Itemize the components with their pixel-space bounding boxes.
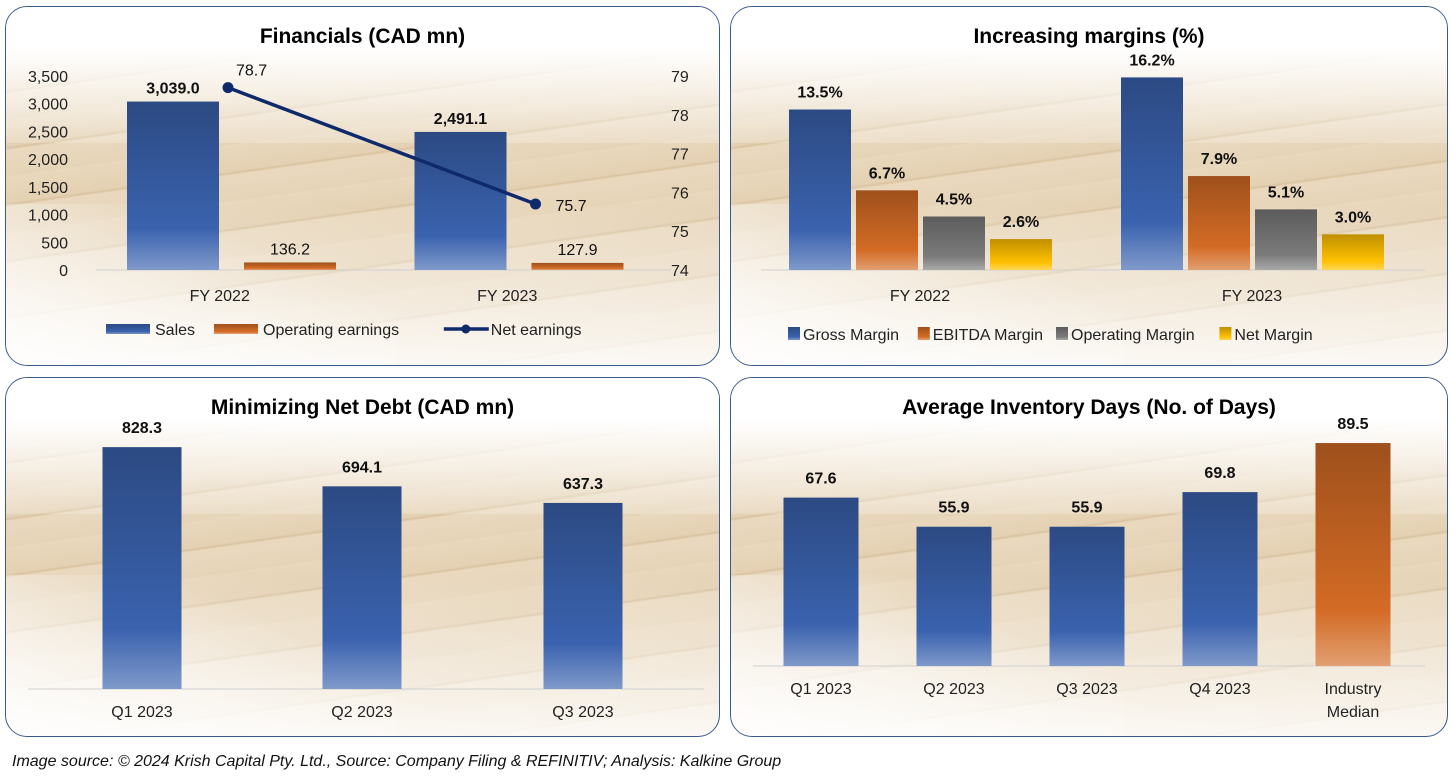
net-earnings-line <box>227 86 537 206</box>
y-left-tick-label: 3,000 <box>28 97 68 114</box>
data-label: 89.5 <box>1337 416 1368 433</box>
data-label: 55.9 <box>1071 500 1102 517</box>
net-debt-chart: 828.3 Q1 2023 694.1 Q2 2023 637.3 Q3 2023 <box>28 420 704 721</box>
legend-label: Sales <box>155 322 195 339</box>
y-left-tick-label: 2,000 <box>28 152 68 169</box>
bar-ebitda-margin <box>856 190 918 270</box>
chart-title: Average Inventory Days (No. of Days) <box>902 396 1276 419</box>
financials-chart: 0 500 1,000 1,500 2,000 2,500 3,000 3,500 74 75 76… <box>28 63 689 339</box>
x-tick-label: Industry <box>1325 681 1382 698</box>
bar-net-margin <box>990 239 1052 270</box>
data-label: 7.9% <box>1201 151 1237 168</box>
data-label: 55.9 <box>938 500 969 517</box>
bar-sales <box>127 101 219 270</box>
inventory-days-panel: Average Inventory Days (No. of Days) 67.… <box>730 377 1448 737</box>
y-right-tick-label: 76 <box>671 185 689 202</box>
data-label: 2,491.1 <box>434 111 487 128</box>
y-left-tick-label: 500 <box>41 235 68 252</box>
chart-title: Financials (CAD mn) <box>259 25 466 48</box>
bar-gross-margin <box>1121 77 1183 271</box>
bar <box>1049 526 1125 666</box>
data-label: 67.6 <box>805 471 836 488</box>
data-label: 4.5% <box>936 192 972 209</box>
data-label: 3,039.0 <box>146 81 199 98</box>
data-label: 127.9 <box>557 242 597 259</box>
y-left-tick-label: 2,500 <box>28 124 68 141</box>
bar <box>322 486 402 689</box>
y-left-tick-label: 1,500 <box>28 180 68 197</box>
x-tick-label: Q3 2023 <box>552 704 613 721</box>
data-label: 16.2% <box>1129 52 1174 69</box>
x-tick-label: FY 2023 <box>1222 288 1282 305</box>
y-left-tick-label: 0 <box>59 263 68 280</box>
bar <box>783 497 859 666</box>
data-label: 78.7 <box>236 63 267 80</box>
x-tick-label: Q4 2023 <box>1189 681 1250 698</box>
legend-swatch <box>214 324 258 334</box>
legend-label: Gross Margin <box>803 327 899 344</box>
data-label: 637.3 <box>563 476 603 493</box>
legend-marker <box>461 324 471 334</box>
bar <box>916 526 992 666</box>
source-footnote: Image source: © 2024 Krish Capital Pty. … <box>12 753 782 770</box>
net-earnings-marker <box>530 198 541 210</box>
net-debt-panel: Minimizing Net Debt (CAD mn) 828.3 Q1 202… <box>5 377 720 737</box>
data-label: 3.0% <box>1335 209 1371 226</box>
bar-operating-margin <box>923 216 985 270</box>
margins-chart: 13.5% 6.7% 4.5% 2.6% FY 2022 16.2% 7.9% 5.1% 3.0… <box>761 52 1425 344</box>
margins-panel: Increasing margins (%) 13.5% 6.7% 4.5% 2.6%… <box>730 6 1448 366</box>
x-tick-label: FY 2022 <box>190 288 250 305</box>
chart-title: Minimizing Net Debt (CAD mn) <box>210 396 515 419</box>
data-label: 2.6% <box>1003 214 1039 231</box>
bar-ebitda-margin <box>1188 176 1250 270</box>
inventory-days-chart: 67.6 Q1 2023 55.9 Q2 2023 55.9 Q3 2023 69.8 Q4 … <box>753 416 1425 721</box>
data-label: 69.8 <box>1204 465 1235 482</box>
data-label: 694.1 <box>342 459 382 476</box>
bar-net-margin <box>1322 234 1384 270</box>
data-label: 6.7% <box>869 165 905 182</box>
data-label: 5.1% <box>1268 184 1304 201</box>
legend-label: Net Margin <box>1234 327 1312 344</box>
x-tick-label: Q1 2023 <box>111 704 172 721</box>
data-label: 828.3 <box>122 420 162 437</box>
bar-gross-margin <box>789 109 851 270</box>
x-tick-label: Q2 2023 <box>331 704 392 721</box>
x-tick-label: FY 2022 <box>890 288 950 305</box>
y-right-tick-label: 77 <box>671 147 689 164</box>
legend-swatch <box>788 327 800 340</box>
y-left-tick-label: 1,000 <box>28 208 68 225</box>
y-left-tick-label: 3,500 <box>28 69 68 86</box>
legend-label: Operating earnings <box>263 322 399 339</box>
financials-panel: Financials (CAD mn) 0 500 1,000 1,500 2,000 2… <box>5 6 720 366</box>
bar <box>1182 492 1258 666</box>
legend-label: Net earnings <box>491 322 582 339</box>
bar <box>1315 443 1391 666</box>
legend-swatch <box>1219 327 1232 340</box>
legend-swatch <box>1056 327 1068 340</box>
data-label: 13.5% <box>797 85 842 102</box>
y-right-tick-label: 78 <box>671 108 689 125</box>
y-right-tick-label: 79 <box>671 69 689 86</box>
legend-swatch <box>106 324 150 334</box>
legend-swatch <box>917 327 930 340</box>
data-label: 75.7 <box>556 198 587 215</box>
bar-operating-earnings <box>531 262 624 270</box>
y-right-tick-label: 75 <box>671 224 689 241</box>
x-tick-label: Median <box>1327 704 1379 721</box>
x-tick-label: Q3 2023 <box>1056 681 1117 698</box>
bar-operating-margin <box>1255 209 1317 270</box>
data-label: 136.2 <box>270 241 310 258</box>
x-tick-label: Q1 2023 <box>790 681 851 698</box>
bar <box>102 447 182 689</box>
x-tick-label: FY 2023 <box>477 288 537 305</box>
x-tick-label: Q2 2023 <box>923 681 984 698</box>
net-earnings-marker <box>222 82 234 94</box>
legend-label: EBITDA Margin <box>933 327 1043 344</box>
bar <box>543 502 623 689</box>
bar-operating-earnings <box>244 262 336 270</box>
bar-sales <box>414 131 507 270</box>
chart-title: Increasing margins (%) <box>973 25 1205 48</box>
y-right-tick-label: 74 <box>671 263 689 280</box>
legend-label: Operating Margin <box>1071 327 1195 344</box>
